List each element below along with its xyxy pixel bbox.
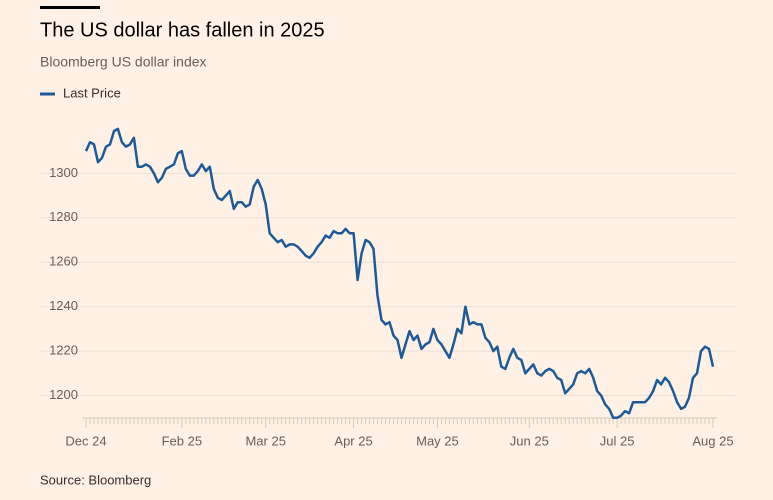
x-tick-label: Feb 25: [162, 433, 202, 448]
y-tick-label: 1200: [49, 387, 78, 402]
y-tick-label: 1220: [49, 343, 78, 358]
y-tick-label: 1260: [49, 254, 78, 269]
title-bar: [40, 6, 100, 9]
x-tick-label: Dec 24: [65, 433, 106, 448]
x-tick-label: May 25: [416, 433, 459, 448]
legend-label: Last Price: [63, 85, 121, 100]
chart-title: The US dollar has fallen in 2025: [40, 19, 325, 41]
y-tick-label: 1300: [49, 165, 78, 180]
x-tick-label: Jun 25: [510, 433, 549, 448]
line: [84, 127, 715, 420]
y-tick-label: 1280: [49, 209, 78, 224]
x-tick-label: Apr 25: [334, 433, 372, 448]
chart-subtitle: Bloomberg US dollar index: [40, 54, 207, 70]
source: Source: Bloomberg: [40, 472, 151, 487]
x-tick-label: Mar 25: [245, 433, 285, 448]
y-tick-label: 1240: [49, 298, 78, 313]
x-tick-label: Aug 25: [692, 433, 733, 448]
x-tick-label: Jul 25: [600, 433, 635, 448]
